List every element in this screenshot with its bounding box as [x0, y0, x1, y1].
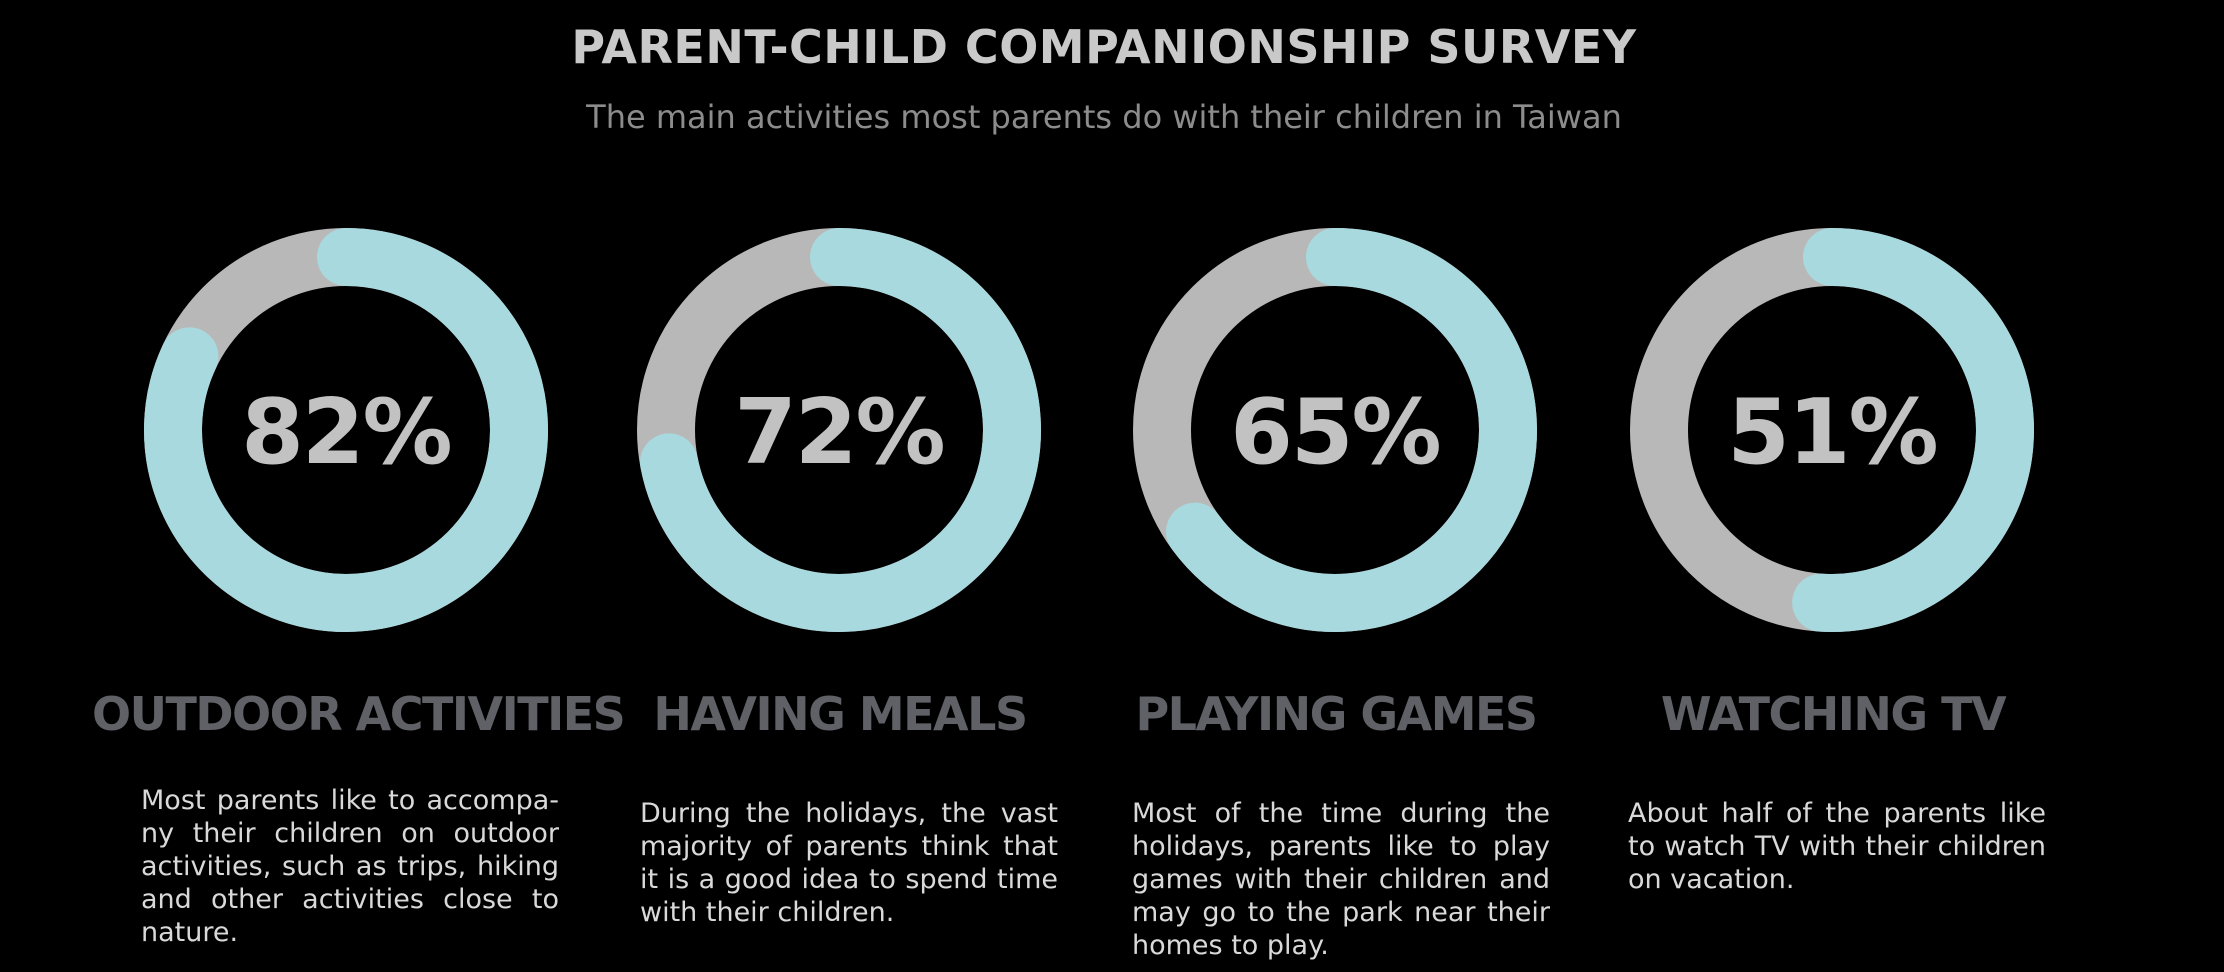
description-having-meals: During the holidays, the vast majority o…: [640, 798, 1058, 928]
percent-label-playing-games: 65%: [1230, 380, 1439, 485]
description-watching-tv: About half of the parents like to watch …: [1628, 798, 2046, 895]
page-title: PARENT-CHILD COMPANIONSHIP SURVEY: [571, 20, 1637, 74]
donut-ring-playing-games: 65%: [1133, 228, 1537, 632]
donut-ring-watching-tv: 51%: [1630, 228, 2034, 632]
donut-arc-playing-games: [1166, 228, 1537, 632]
description-outdoor-activities: Most parents like to accompa-ny their ch…: [141, 785, 559, 948]
stat-card-playing-games: 65% PLAYING GAMES Most of the time durin…: [1121, 225, 1551, 965]
category-label-playing-games: PLAYING GAMES: [1135, 687, 1538, 741]
category-label-having-meals: HAVING MEALS: [653, 687, 1028, 741]
stat-card-outdoor-activities: 82% OUTDOOR ACTIVITIES Most parents like…: [92, 225, 626, 965]
category-label-outdoor-activities: OUTDOOR ACTIVITIES: [92, 687, 626, 741]
percent-label-watching-tv: 51%: [1727, 380, 1936, 485]
percent-label-having-meals: 72%: [734, 380, 943, 485]
stat-card-watching-tv: 51% WATCHING TV About half of the parent…: [1618, 225, 2048, 965]
donut-arc-outdoor-activities: [144, 228, 548, 632]
description-playing-games: Most of the time during the holidays, pa…: [1132, 798, 1550, 961]
donut-arc-watching-tv: [1792, 228, 2034, 632]
donut-arc-having-meals: [640, 228, 1041, 632]
donut-ring-outdoor-activities: 82%: [144, 228, 548, 632]
percent-label-outdoor-activities: 82%: [241, 380, 450, 485]
category-label-watching-tv: WATCHING TV: [1660, 687, 2007, 741]
donut-ring-having-meals: 72%: [637, 228, 1041, 632]
stat-card-having-meals: 72% HAVING MEALS During the holidays, th…: [625, 225, 1058, 965]
page-subtitle: The main activities most parents do with…: [586, 98, 1622, 136]
